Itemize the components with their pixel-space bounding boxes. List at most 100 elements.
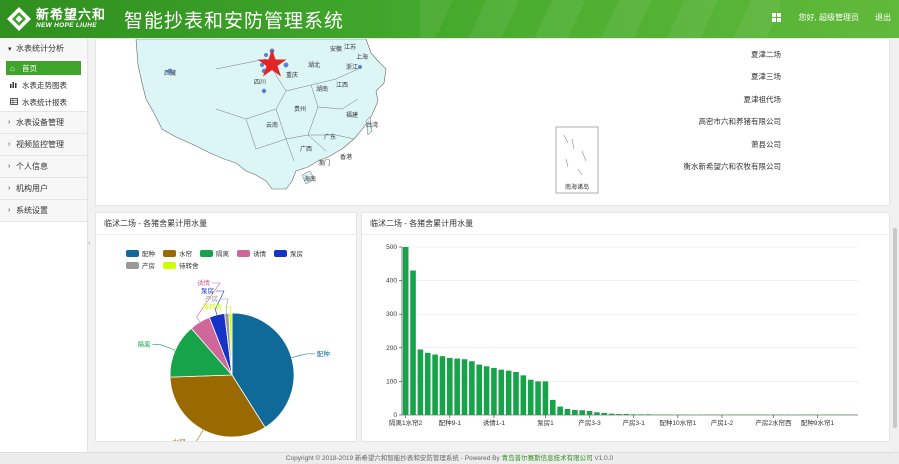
- y-tick-label: 0: [393, 412, 397, 419]
- page-scrollbar[interactable]: [891, 38, 899, 452]
- menu-group-water-stats: ▾ 水表统计分析 ⌂ 首页 水表走势图表 水表统计报表: [0, 38, 87, 112]
- bar[interactable]: [513, 371, 519, 415]
- apps-grid-icon[interactable]: [771, 13, 781, 22]
- bar[interactable]: [439, 356, 446, 415]
- farm-marker[interactable]: [167, 68, 173, 74]
- legend-label: 水帘: [179, 251, 192, 258]
- menu-head-settings[interactable]: › 系统设置: [0, 200, 87, 221]
- legend-item[interactable]: 诱情: [237, 247, 266, 259]
- bar[interactable]: [608, 413, 615, 415]
- sidebar-item-stats-report[interactable]: 水表统计报表: [0, 94, 87, 111]
- chevron-down-icon: ▾: [8, 45, 12, 53]
- menu-label: 系统设置: [16, 206, 48, 215]
- bar[interactable]: [469, 361, 475, 415]
- map-region-label: 云南: [266, 121, 278, 129]
- pie-label-line: [220, 298, 229, 314]
- farm-item[interactable]: 夏津二场: [751, 50, 781, 59]
- footer-company-link[interactable]: 青岛普尔赛斯信息技术有限公司: [501, 455, 593, 462]
- menu-head-org-users[interactable]: › 机构用户: [0, 178, 87, 199]
- pie-slice[interactable]: [169, 327, 233, 378]
- pie-legend: 配种 水帘 隔离 诱情 泵房产房 待转舍: [126, 247, 346, 271]
- header-decoration: [420, 0, 780, 38]
- user-greeting[interactable]: 您好, 超级管理员: [798, 13, 859, 22]
- farm-marker[interactable]: [264, 53, 268, 57]
- pie-slice[interactable]: [169, 374, 266, 438]
- bar[interactable]: [557, 406, 563, 415]
- menu-head-water-devices[interactable]: › 水表设备管理: [0, 112, 87, 133]
- pie-label-line: [224, 306, 233, 314]
- bar[interactable]: [461, 359, 468, 415]
- bar[interactable]: [498, 369, 505, 415]
- y-tick-label: 500: [386, 244, 397, 251]
- sidebar-item-home[interactable]: ⌂ 首页: [6, 61, 81, 75]
- menu-head-water-stats[interactable]: ▾ 水表统计分析: [0, 38, 87, 59]
- farm-item[interactable]: 夏津祖代场: [743, 94, 782, 104]
- farm-marker[interactable]: [260, 63, 264, 67]
- bar[interactable]: [623, 413, 630, 415]
- south-sea-inset: [555, 126, 599, 194]
- map-region-label: 海南: [304, 175, 316, 183]
- bar[interactable]: [410, 270, 416, 415]
- bar[interactable]: [638, 414, 644, 415]
- bar[interactable]: [579, 410, 585, 415]
- legend-swatch: [274, 249, 287, 257]
- bar[interactable]: [542, 381, 549, 415]
- legend-item[interactable]: 水帘: [163, 247, 192, 259]
- selected-farm-star-icon[interactable]: [257, 49, 287, 77]
- sidebar-item-trend-chart[interactable]: 水表走势图表: [0, 77, 87, 94]
- menu-head-profile[interactable]: › 个人信息: [0, 156, 87, 177]
- sidebar: ▾ 水表统计分析 ⌂ 首页 水表走势图表 水表统计报表 › 水表设备管理 ›: [0, 38, 88, 452]
- map-region-label: 台湾: [366, 121, 378, 129]
- farm-item[interactable]: 高密市六和养猪有限公司: [698, 117, 782, 127]
- province-borders: [215, 58, 359, 162]
- farm-marker[interactable]: [283, 62, 289, 68]
- bar[interactable]: [630, 414, 637, 415]
- legend-item[interactable]: 隔离: [200, 247, 229, 259]
- menu-label: 视频监控管理: [16, 140, 64, 149]
- legend-item[interactable]: 泵房: [274, 247, 303, 259]
- bar[interactable]: [594, 412, 600, 415]
- pie-slice-label: 诱情: [197, 278, 211, 287]
- farm-item[interactable]: 夏津三场: [751, 72, 781, 82]
- bar[interactable]: [505, 370, 512, 415]
- legend-swatch: [163, 261, 176, 269]
- pie-slice[interactable]: [228, 312, 233, 376]
- legend-item[interactable]: 待转舍: [163, 259, 199, 271]
- map-region-label: 湖北: [308, 61, 320, 69]
- legend-item[interactable]: 配种: [126, 247, 155, 259]
- bar[interactable]: [564, 408, 571, 415]
- bar[interactable]: [417, 349, 424, 415]
- chevron-right-icon: ›: [8, 185, 11, 192]
- bar[interactable]: [454, 358, 460, 415]
- farm-list: 夏津二场 夏津三场 夏津祖代场 高密市六和养猪有限公司 萧县公司 衡水新希望六和…: [684, 44, 782, 178]
- menu-head-video[interactable]: › 视频监控管理: [0, 134, 87, 155]
- legend-label: 待转舍: [179, 263, 199, 270]
- farm-marker[interactable]: [261, 88, 267, 94]
- bar[interactable]: [601, 412, 608, 415]
- map-region-label: 上海: [356, 53, 368, 61]
- farm-item[interactable]: 衡水新希望六和农牧有限公司: [683, 161, 782, 171]
- scrollbar-thumb[interactable]: [893, 228, 897, 428]
- bar[interactable]: [527, 379, 534, 415]
- farm-marker[interactable]: [358, 65, 362, 69]
- bar[interactable]: [447, 357, 453, 415]
- bar[interactable]: [476, 364, 483, 415]
- farm-item[interactable]: 萧县公司: [751, 139, 781, 149]
- bar[interactable]: [586, 410, 593, 415]
- sidebar-collapse-icon[interactable]: ‹: [88, 240, 91, 247]
- bar[interactable]: [645, 414, 652, 415]
- bar[interactable]: [520, 375, 527, 415]
- bar[interactable]: [491, 367, 497, 415]
- bar[interactable]: [535, 381, 541, 415]
- y-tick-label: 400: [386, 278, 397, 285]
- bar[interactable]: [402, 247, 409, 415]
- logout-link[interactable]: 退出: [875, 13, 891, 22]
- bar[interactable]: [483, 366, 490, 415]
- bar[interactable]: [432, 354, 438, 415]
- bar[interactable]: [616, 413, 622, 415]
- legend-item[interactable]: 产房: [126, 259, 155, 271]
- bar[interactable]: [549, 399, 556, 415]
- bar[interactable]: [572, 409, 578, 415]
- bar[interactable]: [424, 352, 431, 415]
